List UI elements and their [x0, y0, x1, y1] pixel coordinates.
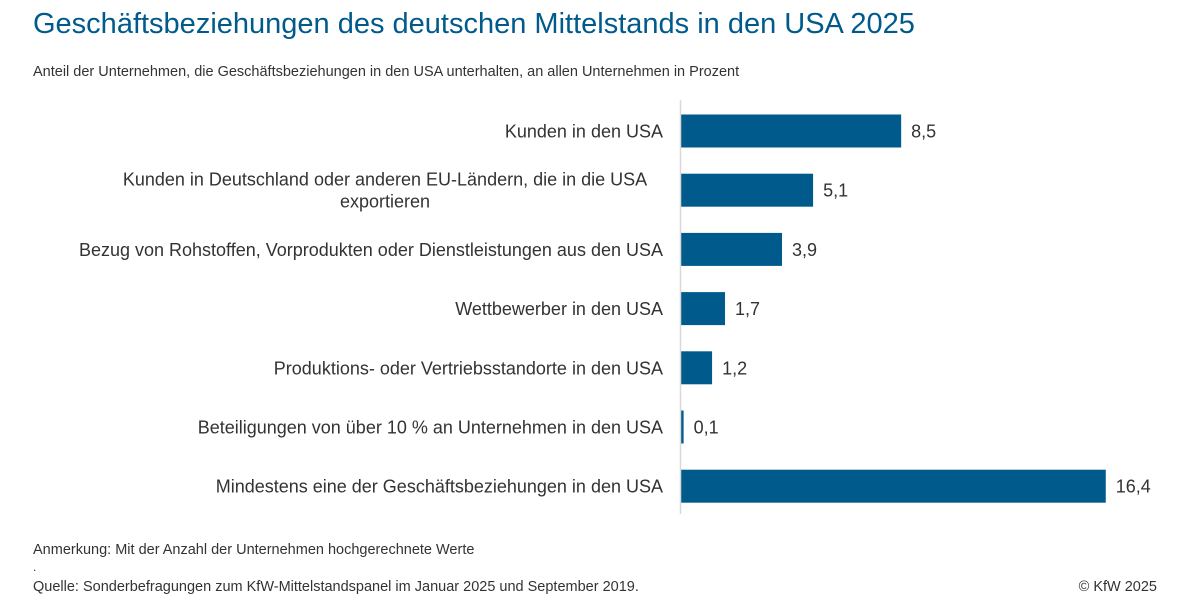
value-label-3: 3,9: [792, 240, 817, 260]
category-label-3: Bezug von Rohstoffen, Vorprodukten oder …: [79, 240, 663, 260]
bar-5: [681, 351, 713, 385]
value-label-4: 1,7: [735, 299, 760, 319]
chart-title: Geschäftsbeziehungen des deutschen Mitte…: [33, 8, 915, 40]
category-label-1: Kunden in den USA: [505, 122, 663, 142]
category-label-2-line-1: Kunden in Deutschland oder anderen EU-Lä…: [123, 170, 647, 190]
value-label-2: 5,1: [823, 181, 848, 201]
category-label-5: Produktions- oder Vertriebsstandorte in …: [274, 358, 663, 378]
bar-7: [681, 469, 1106, 503]
chart-subtitle: Anteil der Unternehmen, die Geschäftsbez…: [33, 64, 740, 80]
category-label-7: Mindestens eine der Geschäftsbeziehungen…: [216, 477, 663, 497]
bar-2: [681, 173, 814, 207]
source-note: Quelle: Sonderbefragungen zum KfW-Mittel…: [33, 579, 639, 595]
value-label-6: 0,1: [694, 418, 719, 438]
value-label-5: 1,2: [722, 358, 747, 378]
category-label-4: Wettbewerber in den USA: [455, 299, 663, 319]
footnote-dot: .: [33, 560, 37, 574]
bar-4: [681, 292, 726, 326]
bar-6: [681, 410, 684, 444]
bar-3: [681, 232, 783, 266]
category-label-6: Beteiligungen von über 10 % an Unternehm…: [198, 418, 663, 438]
bar-1: [681, 114, 902, 148]
category-label-2-line-2: exportieren: [340, 192, 430, 212]
value-label-1: 8,5: [911, 122, 936, 142]
footnote: Anmerkung: Mit der Anzahl der Unternehme…: [33, 542, 475, 558]
value-label-7: 16,4: [1116, 477, 1151, 497]
bar-chart: 8,5 Kunden in den USA 5,1 Kunden in Deutsch…: [79, 100, 1151, 514]
copyright: © KfW 2025: [1078, 579, 1157, 595]
